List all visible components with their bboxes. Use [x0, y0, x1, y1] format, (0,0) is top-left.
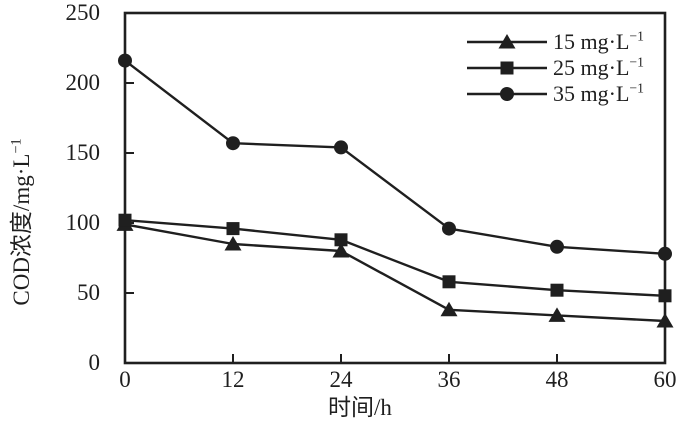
y-tick-label: 200 [65, 70, 101, 95]
y-tick-label: 150 [65, 140, 101, 165]
square-marker-icon [467, 61, 547, 75]
x-tick-label: 48 [545, 367, 569, 392]
x-axis-title: 时间/h [328, 395, 392, 420]
legend-label: 35 mg·L−1 [553, 80, 644, 106]
y-tick-label: 50 [77, 280, 100, 305]
legend-label-text: 25 mg·L [553, 55, 630, 80]
x-tick-label: 0 [119, 367, 131, 392]
legend-label-superscript: −1 [629, 54, 644, 70]
x-tick-label: 12 [221, 367, 245, 392]
y-tick-label: 250 [65, 0, 101, 25]
legend-label-text: 35 mg·L [553, 81, 630, 106]
legend-item-15: 15 mg·L−1 [467, 29, 644, 55]
legend-label-text: 15 mg·L [553, 29, 630, 54]
x-tick-label: 60 [653, 367, 677, 392]
y-axis-title-superscript: −1 [8, 138, 25, 154]
legend-label: 15 mg·L−1 [553, 28, 644, 54]
triangle-marker-icon [467, 34, 547, 49]
legend-item-35: 35 mg·L−1 [467, 81, 644, 107]
y-tick-label: 100 [65, 210, 101, 235]
y-axis-title-text: COD浓度/mg·L [9, 153, 34, 306]
legend-label-superscript: −1 [629, 80, 644, 96]
x-tick-label: 36 [437, 367, 461, 392]
y-tick-label: 0 [88, 350, 101, 375]
legend-label-superscript: −1 [629, 28, 644, 44]
legend-item-25: 25 mg·L−1 [467, 55, 644, 81]
y-axis-title: COD浓度/mg·L−1 [8, 92, 35, 352]
legend: 15 mg·L−1 25 mg·L−1 35 mg·L−1 [467, 29, 644, 107]
legend-label: 25 mg·L−1 [553, 54, 644, 80]
circle-marker-icon [467, 87, 547, 101]
x-tick-label: 24 [329, 367, 353, 392]
